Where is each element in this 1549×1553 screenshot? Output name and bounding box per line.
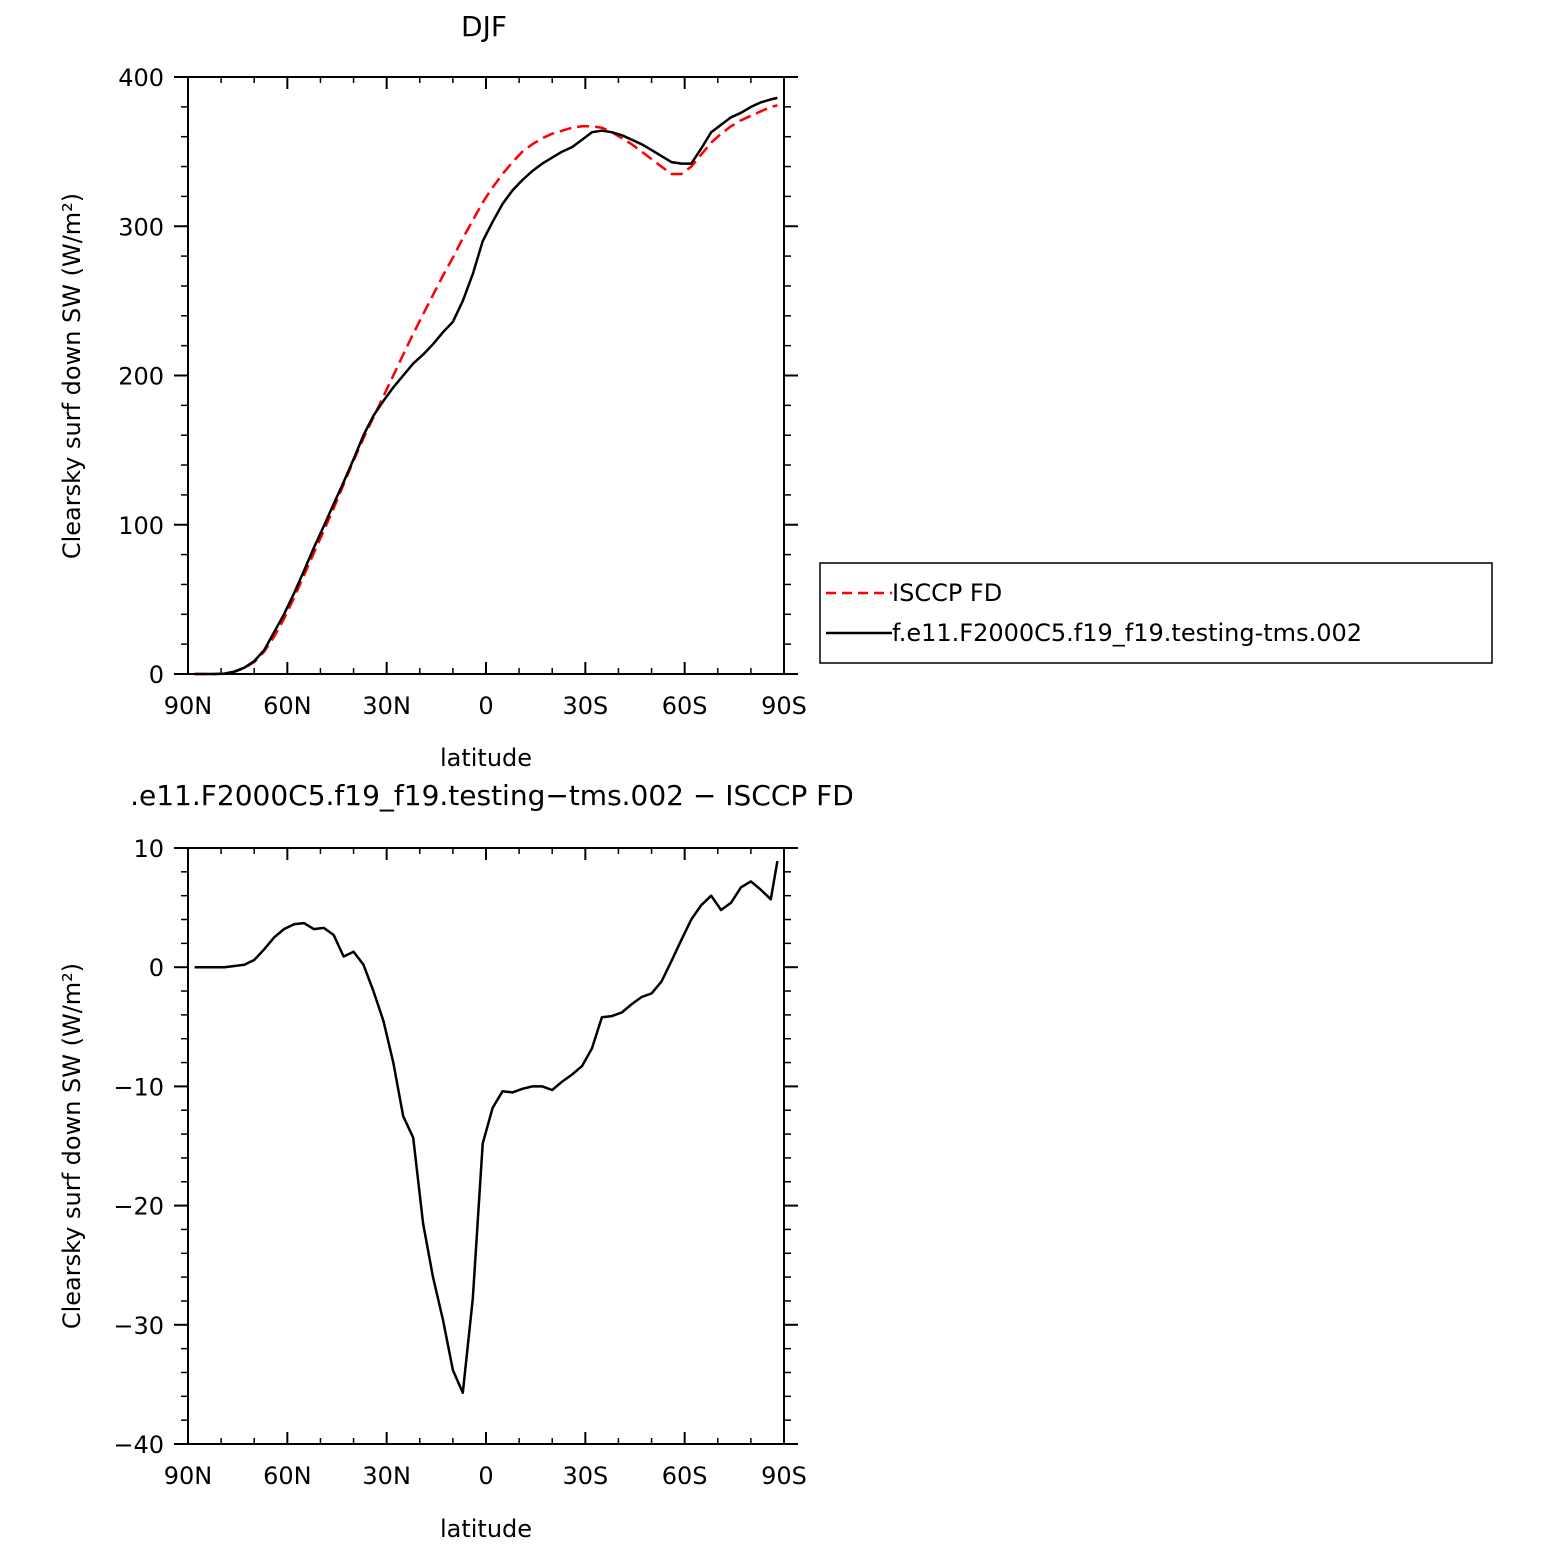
legend-label-isccp: ISCCP FD (892, 579, 1002, 607)
y-tick-label: −40 (113, 1431, 164, 1459)
bottom-axis-ticks: 90N 60N 30N 0 30S 60S 90S 10 0 −10 −20 −30 −40 (113, 835, 807, 1490)
top-x-axis-label: latitude (440, 744, 532, 772)
x-tick-label: 0 (478, 692, 493, 720)
series-line-1-0 (194, 860, 779, 1394)
y-tick-label: 0 (149, 661, 164, 689)
bottom-series-lines (194, 860, 779, 1394)
y-tick-label: 400 (118, 64, 164, 92)
y-tick-label: −10 (113, 1073, 164, 1101)
y-tick-label: −20 (113, 1193, 164, 1221)
y-tick-label: 300 (118, 213, 164, 241)
x-tick-label: 60N (263, 1462, 312, 1490)
series-line-0-0 (194, 104, 778, 676)
x-tick-label: 90S (761, 692, 807, 720)
x-tick-label: 60S (662, 1462, 708, 1490)
y-tick-label: 0 (149, 954, 164, 982)
y-tick-label: 10 (133, 835, 164, 863)
x-tick-label: 90N (164, 1462, 213, 1490)
top-axis-ticks: 90N 60N 30N 0 30S 60S 90S 0 100 200 300 400 (118, 64, 807, 720)
legend: ISCCP FD f.e11.F2000C5.f19_f19.testing-t… (819, 562, 1493, 664)
x-tick-label: 30S (562, 1462, 608, 1490)
x-tick-label: 30N (362, 1462, 411, 1490)
x-tick-label: 90S (761, 1462, 807, 1490)
bottom-panel: .e11.F2000C5.f19_f19.testing−tms.002 − I… (58, 779, 854, 1543)
bottom-y-axis-label: Clearsky surf down SW (W/m²) (58, 963, 86, 1329)
top-series-lines (194, 96, 778, 676)
x-tick-label: 90N (164, 692, 213, 720)
x-tick-label: 60N (263, 692, 312, 720)
series-line-0-1 (194, 96, 778, 676)
x-tick-label: 0 (478, 1462, 493, 1490)
y-tick-label: −30 (113, 1312, 164, 1340)
bottom-chart-title: .e11.F2000C5.f19_f19.testing−tms.002 − I… (130, 779, 854, 812)
legend-label-model: f.e11.F2000C5.f19_f19.testing-tms.002 (892, 619, 1362, 647)
y-tick-label: 100 (118, 512, 164, 540)
top-plot-frame (187, 76, 785, 675)
y-tick-label: 200 (118, 363, 164, 391)
top-y-axis-label: Clearsky surf down SW (W/m²) (58, 193, 86, 559)
bottom-plot-frame (187, 847, 785, 1445)
x-tick-label: 30S (562, 692, 608, 720)
legend-box (819, 562, 1493, 664)
top-panel: DJF 90N 60N 30N 0 30S 60S 90S 0 100 200 300 400 lat… (58, 10, 807, 772)
x-tick-label: 30N (362, 692, 411, 720)
x-tick-label: 60S (662, 692, 708, 720)
top-chart-title: DJF (461, 10, 507, 43)
bottom-x-axis-label: latitude (440, 1515, 532, 1543)
